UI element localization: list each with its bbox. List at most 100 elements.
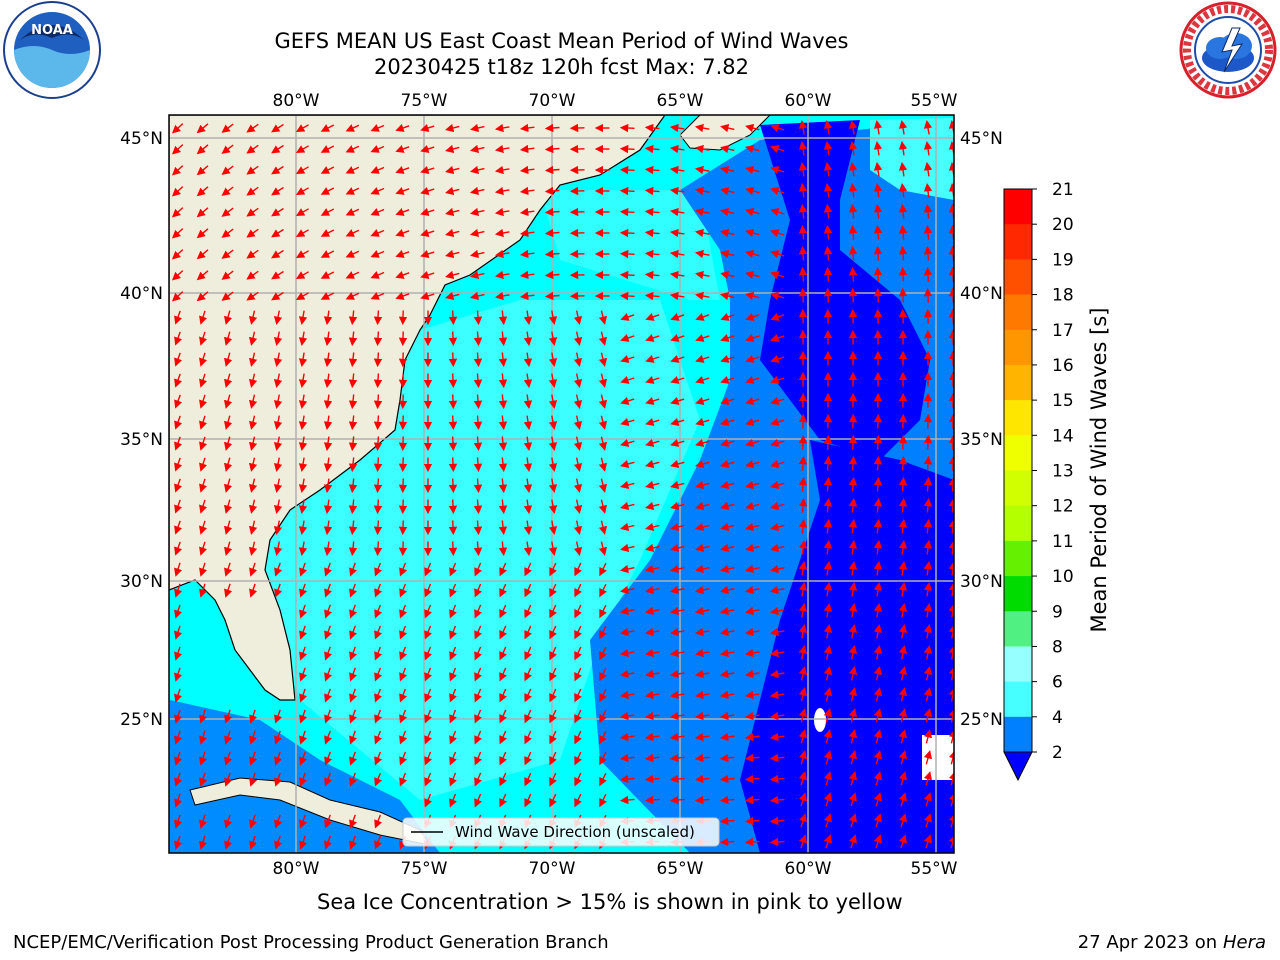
- wave-arrow: [644, 690, 660, 700]
- wave-arrow: [271, 228, 284, 238]
- wave-arrow: [599, 625, 607, 640]
- wave-arrow: [199, 814, 208, 829]
- wave-arrow: [574, 625, 582, 640]
- wave-arrow: [246, 207, 259, 217]
- wave-arrow: [619, 249, 635, 259]
- wave-arrow: [644, 144, 660, 154]
- wave-arrow: [823, 834, 832, 849]
- wave-arrow: [923, 813, 932, 828]
- wave-arrow: [823, 140, 833, 156]
- wave-arrow: [549, 688, 557, 703]
- wave-arrow: [848, 140, 858, 156]
- wave-arrow: [395, 123, 410, 132]
- wave-arrow: [770, 166, 785, 175]
- wave-arrow: [523, 352, 533, 368]
- colorbar-band: [1004, 576, 1032, 612]
- wave-arrow: [473, 436, 483, 452]
- wave-arrow: [246, 186, 259, 196]
- wave-arrow: [619, 627, 635, 637]
- wave-arrow: [196, 270, 209, 281]
- wave-arrow: [745, 438, 760, 447]
- wave-arrow: [320, 187, 335, 195]
- wave-arrow: [898, 813, 907, 828]
- wave-arrow: [174, 394, 183, 409]
- wave-arrow: [199, 709, 208, 724]
- wave-arrow: [199, 541, 208, 556]
- wave-arrow: [549, 604, 557, 619]
- wave-arrow: [271, 165, 284, 175]
- wave-arrow: [620, 543, 635, 553]
- wave-arrow: [620, 375, 635, 384]
- map-legend: Wind Wave Direction (unscaled): [402, 817, 720, 847]
- wave-arrow: [769, 753, 785, 763]
- wave-arrow: [320, 145, 335, 153]
- wave-arrow: [923, 224, 933, 240]
- wave-arrow: [248, 520, 258, 535]
- wave-arrow: [499, 793, 507, 808]
- wave-arrow: [196, 144, 209, 155]
- wave-arrow: [923, 161, 933, 177]
- wave-arrow: [574, 604, 582, 619]
- wave-arrow: [745, 417, 760, 426]
- wave-arrow: [299, 625, 308, 640]
- lat-tick: 45°N: [960, 129, 1003, 149]
- wave-arrow: [823, 644, 833, 660]
- wave-arrow: [174, 793, 183, 808]
- wave-arrow: [745, 249, 760, 259]
- wave-arrow: [199, 352, 208, 367]
- wave-arrow: [548, 310, 558, 326]
- wave-arrow: [298, 394, 308, 410]
- wave-arrow: [644, 228, 660, 238]
- wave-arrow: [573, 373, 583, 389]
- wave-arrow: [548, 457, 558, 473]
- colorbar-tick-label: 10: [1052, 567, 1074, 587]
- wave-arrow: [669, 648, 685, 658]
- wave-arrow: [273, 352, 283, 368]
- wave-arrow: [598, 415, 608, 430]
- wave-arrow: [299, 772, 308, 787]
- wave-arrow: [694, 165, 710, 175]
- wave-arrow: [498, 499, 508, 515]
- wave-arrow: [221, 228, 234, 238]
- wave-arrow: [574, 793, 582, 808]
- wave-arrow: [323, 499, 333, 515]
- wave-arrow: [848, 539, 858, 555]
- wave-arrow: [370, 208, 385, 216]
- legend-label: Wind Wave Direction (unscaled): [455, 823, 695, 841]
- wave-arrow: [798, 203, 808, 219]
- wave-arrow: [399, 583, 407, 598]
- wave-arrow: [898, 729, 908, 744]
- wave-arrow: [645, 312, 660, 321]
- wave-arrow: [644, 711, 660, 721]
- wave-arrow: [324, 835, 333, 850]
- wave-arrow: [644, 291, 660, 301]
- wave-arrow: [374, 604, 382, 619]
- wave-arrow: [299, 604, 308, 619]
- wave-arrow: [873, 266, 883, 282]
- wave-arrow: [494, 270, 510, 280]
- wave-arrow: [823, 455, 833, 471]
- colorbar-tick-label: 21: [1052, 180, 1074, 200]
- wave-arrow: [373, 415, 383, 431]
- wave-arrow: [373, 499, 383, 515]
- wave-arrow: [399, 562, 407, 577]
- wave-arrow: [519, 123, 535, 133]
- wave-arrow: [719, 690, 735, 700]
- wave-arrow: [499, 604, 507, 619]
- wave-arrow: [548, 373, 558, 389]
- wave-arrow: [823, 665, 833, 681]
- wave-arrow: [474, 709, 482, 724]
- wave-arrow: [669, 165, 685, 175]
- wave-arrow: [770, 396, 785, 405]
- wave-arrow: [523, 457, 533, 473]
- wave-arrow: [948, 813, 954, 828]
- wave-arrow: [644, 123, 660, 133]
- wave-arrow: [469, 207, 485, 217]
- wave-arrow: [669, 270, 685, 280]
- wave-arrow: [923, 729, 933, 744]
- wave-arrow: [171, 123, 184, 134]
- wave-arrow: [720, 333, 735, 342]
- wave-arrow: [469, 186, 485, 196]
- wave-arrow: [524, 604, 532, 619]
- wave-arrow: [395, 186, 410, 195]
